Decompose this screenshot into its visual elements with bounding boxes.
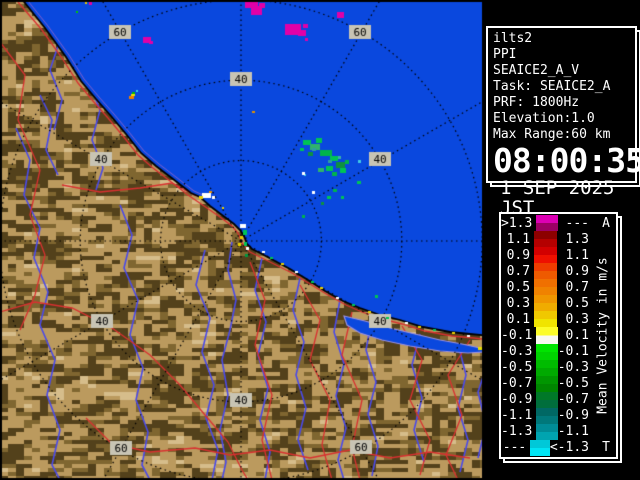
legend-row: 0.1 0.3 [501,311,589,328]
legend-color-swatch [536,375,558,392]
legend-left-label: -0.7 [501,376,533,392]
legend-right-label: 1.1 [565,247,589,263]
info-panel: ilts2 PPI SEAICE2_A_V Task: SEAICE2_A PR… [486,26,640,218]
legend-left-label: 0.9 [506,247,531,263]
legend-right-label: -0.1 [557,344,589,360]
legend-left-label: -0.3 [501,344,533,360]
legend-color-swatch [530,439,550,456]
legend-left-label: -0.9 [501,392,533,408]
legend-left-label: 0.1 [506,311,531,327]
legend-color-swatch [536,359,558,376]
legend-right-label: 0.1 [565,327,589,343]
legend-row: -0.7 -0.5 [501,375,589,392]
legend-right-label: --- [565,215,589,231]
legend-row: -1.3 -1.1 [501,423,589,440]
legend-left-label: -0.5 [501,360,533,376]
legend-row: 1.1 1.3 [501,231,589,248]
legend-left-label: >1.3 [501,215,533,231]
legend-color-swatch [536,215,558,232]
legend-side-column: A Mean Velocity in m/s T [590,214,616,457]
legend-row: -0.3 -0.1 [501,343,589,360]
max-range-label: Max Range:60 km [493,127,611,142]
legend-row: >1.3 --- [501,215,589,232]
legend-right-label: 1.3 [565,231,589,247]
legend-row: -0.5 -0.3 [501,359,589,376]
legend-right-label: -0.7 [557,392,589,408]
legend-right-label: 0.5 [565,295,589,311]
legend-color-swatch [536,343,558,360]
legend-left-label: --- [502,440,527,456]
clock-time: 08:00:35 [493,141,640,180]
legend-rows: >1.3 --- 1.1 1.3 0.9 1.1 0.7 0.9 0.5 0.7 0.3 0.5 0.1… [501,215,589,456]
legend-color-swatch [536,407,558,424]
radar-site-label: ilts2 [493,31,533,46]
product-label: SEAICE2_A_V [493,63,580,78]
legend-left-label: 0.5 [506,279,531,295]
legend-title: Mean Velocity in m/s [595,256,611,414]
legend-right-label: -1.1 [557,424,589,440]
legend-row: -0.1 0.1 [501,327,589,344]
legend-right-label: -0.3 [557,360,589,376]
legend-left-label: -0.1 [501,327,533,343]
legend-color-swatch [534,311,557,328]
legend-left-label: -1.3 [501,424,533,440]
legend-color-swatch [536,423,558,440]
legend-right-label: 0.9 [565,263,589,279]
legend-row: -1.1 -0.9 [501,407,589,424]
legend-color-swatch [536,391,558,408]
legend-right-label: <-1.3 [549,440,589,456]
scan-mode-label: PPI [493,47,517,62]
legend-left-label: 0.3 [506,295,531,311]
legend-marker-toward: T [602,440,610,455]
legend-color-swatch [534,279,557,296]
legend-right-label: 0.7 [565,279,589,295]
legend-color-swatch [534,295,557,312]
legend-right-label: 0.3 [565,311,589,327]
legend-left-label: -1.1 [501,408,533,424]
legend-row: --- <-1.3 [501,439,589,456]
legend-marker-away: A [602,216,610,231]
prf-label: PRF: 1800Hz [493,95,580,110]
legend-color-swatch [536,327,558,344]
legend-color-swatch [534,247,557,264]
legend-row: -0.9 -0.7 [501,391,589,408]
legend-row: 0.9 1.1 [501,247,589,264]
legend-panel: >1.3 --- 1.1 1.3 0.9 1.1 0.7 0.9 0.5 0.7 0.3 0.5 0.1… [499,212,618,459]
legend-left-label: 0.7 [506,263,531,279]
legend-color-swatch [534,263,557,280]
legend-right-label: -0.5 [557,376,589,392]
legend-row: 0.5 0.7 [501,279,589,296]
legend-color-swatch [534,231,557,248]
legend-left-label: 1.1 [506,231,531,247]
elevation-label: Elevation:1.0 [493,111,595,126]
task-label: Task: SEAICE2_A [493,79,611,94]
legend-right-label: -0.9 [557,408,589,424]
legend-row: 0.3 0.5 [501,295,589,312]
legend-row: 0.7 0.9 [501,263,589,280]
